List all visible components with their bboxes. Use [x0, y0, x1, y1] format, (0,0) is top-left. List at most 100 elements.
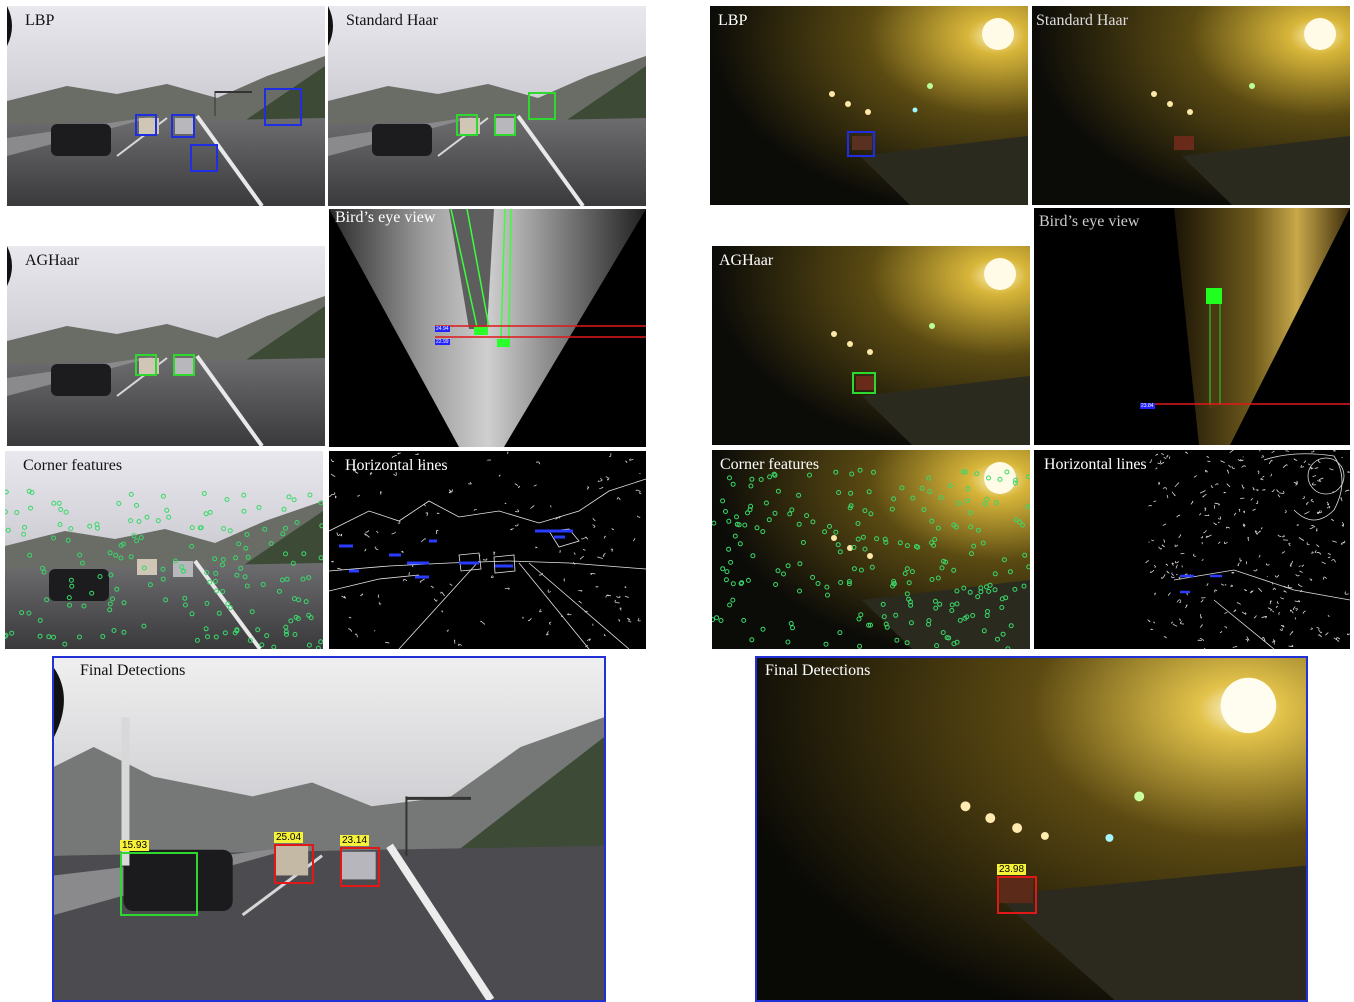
edge-fragment: [1214, 589, 1218, 593]
edge-fragment: [1267, 607, 1272, 611]
edge-fragment: [1310, 551, 1314, 554]
corner-feature-marker: [766, 517, 772, 523]
corner-feature-marker: [978, 589, 984, 595]
edge-fragment: [331, 560, 334, 563]
corner-feature-marker: [961, 585, 967, 591]
corner-feature-marker: [262, 526, 268, 532]
right-horizontal-panel: Horizontal lines: [1034, 450, 1350, 649]
corner-feature-marker: [767, 474, 773, 480]
edge-fragment: [1200, 599, 1204, 603]
corner-feature-marker: [213, 578, 218, 584]
edge-fragment: [1323, 576, 1327, 580]
edge-fragment: [1153, 564, 1156, 568]
corner-feature-marker: [95, 525, 100, 531]
corner-feature-marker: [851, 544, 857, 550]
edge-fragment: [1205, 534, 1212, 538]
corner-feature-marker: [164, 507, 170, 513]
corner-feature-marker: [880, 601, 886, 607]
corner-feature-marker: [222, 630, 228, 636]
corner-feature-marker: [79, 560, 85, 566]
corner-feature-marker: [890, 583, 896, 589]
edge-fragment: [353, 468, 357, 472]
corner-feature-marker: [815, 581, 821, 586]
edge-fragment: [582, 549, 586, 551]
corner-feature-marker: [214, 588, 219, 594]
edge-fragment: [1298, 565, 1301, 568]
edge-fragment: [468, 481, 472, 485]
edge-fragment: [1152, 621, 1155, 624]
corner-feature-marker: [234, 572, 240, 578]
corner-feature-marker: [121, 600, 127, 606]
edge-fragment: [1240, 497, 1245, 500]
corner-feature-marker: [81, 603, 87, 609]
corner-feature-marker: [221, 526, 227, 532]
birds-eye-projection: [329, 209, 646, 447]
corner-feature-marker: [726, 546, 732, 552]
edge-fragment: [1160, 462, 1165, 465]
corner-feature-marker: [296, 597, 302, 603]
corner-feature-marker: [902, 571, 908, 576]
edge-fragment: [1161, 544, 1166, 548]
edge-fragment: [1217, 521, 1220, 524]
edge-fragment: [1258, 587, 1263, 592]
corner-feature-marker: [935, 575, 941, 581]
edge-fragment: [1294, 599, 1301, 603]
corner-feature-marker: [284, 576, 290, 582]
corner-feature-marker: [956, 500, 962, 506]
corner-feature-marker: [745, 577, 751, 583]
corner-feature-marker: [141, 565, 147, 571]
corner-feature-marker: [294, 520, 300, 525]
edge-fragment: [1303, 460, 1307, 464]
edge-fragment: [555, 516, 561, 520]
day-road-scene: [328, 6, 646, 206]
edge-fragment: [514, 483, 518, 487]
corner-feature-marker: [718, 618, 724, 623]
edge-fragment: [605, 476, 609, 479]
edge-fragment: [1292, 606, 1296, 610]
corner-feature-marker: [166, 514, 172, 520]
left-final-box-red: [274, 844, 314, 884]
corner-feature-marker: [234, 628, 240, 634]
edge-fragment: [1198, 512, 1202, 516]
corner-feature-marker: [68, 526, 74, 532]
edge-fragment: [1325, 632, 1329, 636]
edge-fragment: [595, 586, 599, 588]
night-road-scene: [1032, 6, 1350, 205]
edge-fragment: [441, 610, 444, 613]
corner-feature-marker: [929, 518, 935, 524]
corner-feature-marker: [22, 524, 27, 530]
edge-fragment: [1215, 483, 1219, 486]
corner-feature-marker: [730, 597, 736, 603]
corner-features-scene: [5, 451, 323, 649]
corner-feature-marker: [247, 637, 253, 643]
edge-fragment: [578, 590, 583, 592]
edge-fragment: [330, 459, 335, 463]
left-corner-label: Corner features: [23, 457, 123, 474]
corner-feature-marker: [318, 639, 323, 645]
edge-fragment: [1315, 544, 1320, 548]
edge-fragment: [1200, 536, 1204, 539]
left-horizontal-label: Horizontal lines: [345, 457, 448, 474]
corner-feature-marker: [935, 525, 941, 531]
corner-feature-marker: [264, 633, 270, 639]
right-birds-eye-score: 23.84: [1140, 403, 1155, 409]
edge-fragment: [1310, 627, 1313, 630]
corner-feature-marker: [772, 510, 778, 516]
edge-fragment: [546, 631, 549, 636]
left-lbp-detection-box: [135, 114, 157, 136]
corner-feature-marker: [87, 523, 93, 529]
corner-feature-marker: [141, 623, 147, 629]
corner-feature-marker: [938, 495, 944, 501]
edge-fragment: [425, 512, 429, 517]
edge-fragment: [1233, 512, 1237, 516]
corner-feature-marker: [283, 624, 289, 630]
left-lbp-panel: LBP: [7, 6, 325, 206]
corner-feature-marker: [63, 509, 69, 515]
edge-fragment: [1332, 540, 1337, 543]
corner-feature-marker: [160, 576, 166, 582]
edge-fragment: [449, 583, 453, 586]
edge-fragment: [1244, 589, 1248, 592]
corner-feature-marker: [194, 637, 200, 643]
edge-fragment: [1204, 507, 1207, 512]
left-aghaar-detection-box: [135, 354, 157, 376]
